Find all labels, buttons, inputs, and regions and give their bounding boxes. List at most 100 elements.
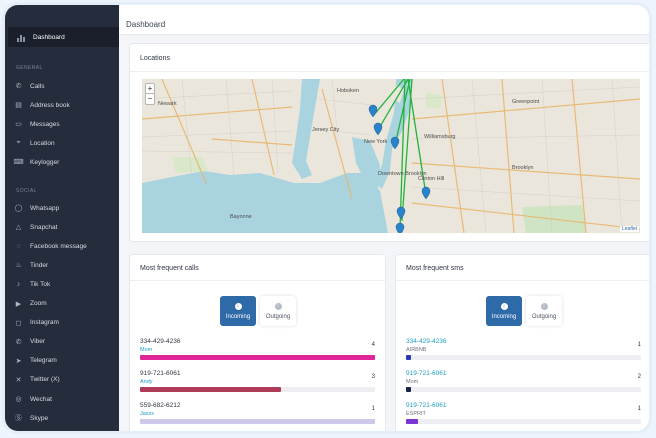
frequency-bar [406, 387, 411, 392]
inner-harbor [352, 137, 380, 189]
snapchat-icon: △ [15, 224, 22, 232]
hudson-river [292, 79, 320, 179]
locations-card: Locations [129, 43, 649, 242]
sidebar-item-address-book[interactable]: ▤ Address book [14, 98, 70, 112]
contact-name: ESPRIT [406, 411, 426, 417]
arrow-up-icon: ↑ [274, 302, 282, 310]
card-title: Most frequent sms [406, 265, 464, 272]
map-label: Newark [158, 101, 177, 107]
page-title: Dashboard [126, 20, 166, 29]
frequency-count: 1 [637, 406, 641, 412]
sidebar-item-instagram[interactable]: ◻ Instagram [14, 316, 59, 330]
top-bar: Dashboard [119, 5, 649, 35]
telegram-icon: ➤ [15, 357, 22, 365]
frequency-count: 2 [637, 374, 641, 380]
sidebar-item-twitter-x[interactable]: ✕ Twitter (X) [14, 373, 60, 387]
dashboard-icon [17, 33, 26, 42]
frequency-count: 3 [371, 374, 375, 380]
sidebar-item-label: Zoom [30, 300, 47, 307]
sidebar-item-label: Facebook message [30, 242, 87, 250]
arrow-down-icon: ↓ [500, 302, 508, 310]
sidebar-item-label: Instagram [30, 319, 59, 327]
sidebar-item-tinder[interactable]: ♨ Tinder [14, 258, 48, 272]
sidebar-item-label: Wechat [30, 395, 52, 403]
sidebar-item-label: Calls [30, 82, 45, 90]
whatsapp-icon: ◯ [14, 205, 23, 212]
arrow-down-icon: ↓ [234, 302, 242, 310]
sidebar-item-tik-tok[interactable]: ♪ Tik Tok [14, 277, 50, 291]
location-map[interactable]: Hoboken Newark Jersey City New York Bayo… [142, 79, 640, 233]
contact-name: Mom [406, 379, 419, 385]
sidebar-item-calls[interactable]: ✆ Calls [14, 79, 45, 93]
sidebar-item-telegram[interactable]: ➤ Telegram [14, 354, 57, 368]
map-label: Brooklyn [512, 165, 533, 171]
sidebar-item-label: Address book [30, 101, 70, 109]
contact-number[interactable]: 919-721-6061 [406, 370, 447, 377]
zoom-out-button[interactable]: − [145, 94, 155, 105]
app-window: Dashboard GENERAL ✆ Calls ▤ Address book ▭ Me… [2, 2, 652, 434]
address-book-icon: ▤ [15, 102, 22, 109]
incoming-tab[interactable]: ↓ Incoming [220, 296, 256, 326]
keyboard-icon: ⌨ [13, 159, 24, 166]
sidebar-item-wechat[interactable]: ◎ Wechat [14, 392, 52, 406]
frequency-bar [140, 419, 375, 424]
contact-name[interactable]: Jaxxx [140, 411, 155, 417]
frequency-bar [140, 355, 375, 360]
sidebar-item-messages[interactable]: ▭ Messages [14, 117, 60, 131]
sidebar-item-snapchat[interactable]: △ Snapchat [14, 220, 58, 234]
sidebar-item-label: Viber [30, 338, 46, 346]
sidebar-item-label: Dashboard [33, 33, 65, 41]
phone-icon: ✆ [15, 83, 22, 90]
frequency-count: 1 [637, 342, 641, 348]
incoming-tab[interactable]: ↓ Incoming [486, 296, 522, 326]
contact-name[interactable]: Andy [140, 379, 153, 385]
frequency-row: 919-721-6061 Mom 2 [406, 370, 641, 396]
map-label: New York [364, 139, 387, 145]
frequency-bar-track [140, 387, 375, 392]
map-label: Hoboken [337, 88, 359, 94]
sidebar-item-label: Messages [30, 120, 60, 128]
contact-number: 334-429-4236 [140, 338, 181, 345]
sidebar-item-viber[interactable]: ✆ Viber [14, 335, 46, 349]
viber-icon: ✆ [15, 338, 22, 346]
frequency-row: 559-682-6212 Jaxxx 1 [140, 402, 375, 428]
section-label-general: GENERAL [16, 65, 43, 71]
contact-number: 919-721-6061 [140, 370, 181, 377]
location-routes [372, 79, 427, 230]
map-label: Downtown Brooklyn [378, 171, 427, 177]
frequency-bar [406, 419, 418, 424]
east-river [374, 79, 412, 189]
zoom-in-button[interactable]: + [145, 83, 155, 94]
frequent-calls-card: Most frequent calls ↓ Incoming ↑ Outgoing … [129, 254, 386, 431]
sidebar-item-label: Tik Tok [30, 280, 51, 288]
tinder-icon: ♨ [15, 262, 22, 270]
outgoing-tab[interactable]: ↑ Outgoing [260, 296, 296, 326]
sidebar-item-dashboard[interactable]: Dashboard [8, 27, 119, 47]
sidebar-item-facebook-message[interactable]: ◌ Facebook message [14, 239, 87, 253]
frequency-count: 4 [371, 342, 375, 348]
frequency-row: 919-721-6061 ESPRIT 1 [406, 402, 641, 428]
map-attribution[interactable]: Leaflet [619, 226, 639, 232]
frequency-row: 334-429-4236 Mom 4 [140, 338, 375, 364]
sidebar-item-zoom[interactable]: ▶ Zoom [14, 297, 47, 311]
frequent-sms-card: Most frequent sms ↓ Incoming ↑ Outgoing 33… [395, 254, 649, 431]
contact-number[interactable]: 334-429-4236 [406, 338, 447, 345]
sidebar-item-keylogger[interactable]: ⌨ Keylogger [13, 155, 59, 169]
sidebar-item-location[interactable]: ⌖ Location [14, 136, 55, 150]
sidebar-item-label: Tinder [30, 261, 49, 269]
sidebar-item-whatsapp[interactable]: ◯ Whatsapp [14, 201, 60, 215]
frequency-row: 919-721-6061 Andy 3 [140, 370, 375, 396]
outgoing-tab[interactable]: ↑ Outgoing [526, 296, 562, 326]
frequency-bar-track [140, 355, 375, 360]
contact-number[interactable]: 919-721-6061 [406, 402, 447, 409]
sidebar-item-skype[interactable]: Ⓢ Skype [14, 411, 48, 425]
frequency-bar [406, 355, 411, 360]
card-title: Most frequent calls [140, 265, 199, 272]
sidebar: Dashboard GENERAL ✆ Calls ▤ Address book ▭ Me… [5, 5, 119, 431]
map-label: Clinton Hill [418, 176, 444, 182]
frequency-bar-track [140, 419, 375, 424]
sidebar-item-label: Twitter (X) [30, 376, 60, 384]
frequency-bar-track [406, 419, 641, 424]
sidebar-item-label: Telegram [30, 357, 57, 365]
contact-name[interactable]: Mom [140, 347, 153, 353]
